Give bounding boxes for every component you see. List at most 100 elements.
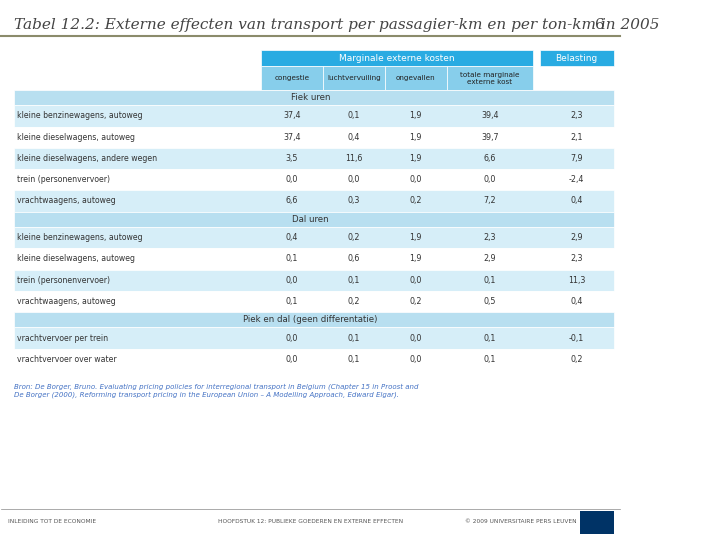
Text: 0,1: 0,1 <box>484 334 496 342</box>
Text: trein (personenvervoer): trein (personenvervoer) <box>17 175 110 184</box>
Text: 0,0: 0,0 <box>286 276 298 285</box>
Text: 0,1: 0,1 <box>286 254 298 264</box>
Text: 0,4: 0,4 <box>286 233 298 242</box>
Bar <box>14 191 613 212</box>
Text: 0,1: 0,1 <box>484 276 496 285</box>
Bar <box>14 126 613 148</box>
Bar <box>14 105 613 126</box>
Text: 0,1: 0,1 <box>348 276 360 285</box>
Text: 0,2: 0,2 <box>570 355 583 364</box>
Text: 1,9: 1,9 <box>410 154 422 163</box>
Bar <box>14 312 613 327</box>
Text: 0,1: 0,1 <box>484 355 496 364</box>
Text: 0,0: 0,0 <box>410 175 422 184</box>
Text: 0,0: 0,0 <box>286 355 298 364</box>
Text: congestie: congestie <box>274 75 310 81</box>
Text: 0,0: 0,0 <box>286 175 298 184</box>
Text: 0,4: 0,4 <box>570 297 582 306</box>
Text: Tabel 12.2: Externe effecten van transport per passagier-km en per ton-km in 200: Tabel 12.2: Externe effecten van transpo… <box>14 17 660 31</box>
Bar <box>14 291 613 312</box>
Text: 0,4: 0,4 <box>570 197 582 206</box>
Text: 2,9: 2,9 <box>484 254 496 264</box>
Bar <box>14 269 613 291</box>
Text: 37,4: 37,4 <box>284 133 301 141</box>
Text: kleine dieselwagens, autoweg: kleine dieselwagens, autoweg <box>17 133 135 141</box>
Text: 0,5: 0,5 <box>484 297 496 306</box>
Text: 0,0: 0,0 <box>410 355 422 364</box>
Text: vrachtvervoer per trein: vrachtvervoer per trein <box>17 334 108 342</box>
Bar <box>14 349 613 370</box>
Bar <box>14 227 613 248</box>
Text: trein (personenvervoer): trein (personenvervoer) <box>17 276 110 285</box>
Text: 2,3: 2,3 <box>570 254 583 264</box>
Text: vrachtvervoer over water: vrachtvervoer over water <box>17 355 117 364</box>
Bar <box>14 90 613 105</box>
Bar <box>539 50 613 66</box>
Text: 39,4: 39,4 <box>481 111 499 120</box>
Text: INLEIDING TOT DE ECONOMIE: INLEIDING TOT DE ECONOMIE <box>8 519 96 524</box>
Text: 3,5: 3,5 <box>286 154 298 163</box>
Text: kleine benzinewagens, autoweg: kleine benzinewagens, autoweg <box>17 111 143 120</box>
Text: 37,4: 37,4 <box>284 111 301 120</box>
Text: 0,6: 0,6 <box>348 254 360 264</box>
Bar <box>446 66 534 90</box>
Text: 11,3: 11,3 <box>568 276 585 285</box>
Text: 0,1: 0,1 <box>348 111 360 120</box>
Text: 2,3: 2,3 <box>570 111 583 120</box>
Text: Fiek uren: Fiek uren <box>291 93 330 102</box>
Text: totale marginale
externe kost: totale marginale externe kost <box>460 72 520 85</box>
Text: 0,1: 0,1 <box>286 297 298 306</box>
Text: -0,1: -0,1 <box>569 334 584 342</box>
Text: 1,9: 1,9 <box>410 133 422 141</box>
Bar <box>385 66 446 90</box>
Text: 0,0: 0,0 <box>286 334 298 342</box>
Bar <box>580 511 613 534</box>
Text: Belasting: Belasting <box>556 53 598 63</box>
Text: 0,1: 0,1 <box>348 334 360 342</box>
Text: 0,4: 0,4 <box>348 133 360 141</box>
Text: 1,9: 1,9 <box>410 254 422 264</box>
Bar <box>261 50 534 66</box>
Text: kleine benzinewagens, autoweg: kleine benzinewagens, autoweg <box>17 233 143 242</box>
Text: © 2009 UNIVERSITAIRE PERS LEUVEN: © 2009 UNIVERSITAIRE PERS LEUVEN <box>465 519 577 524</box>
Text: -2,4: -2,4 <box>569 175 585 184</box>
Text: 0,0: 0,0 <box>410 334 422 342</box>
Bar <box>14 212 613 227</box>
Text: 2,3: 2,3 <box>484 233 496 242</box>
Bar <box>14 327 613 349</box>
Text: 6,6: 6,6 <box>484 154 496 163</box>
Text: 6: 6 <box>595 17 605 31</box>
Text: kleine dieselwagens, andere wegen: kleine dieselwagens, andere wegen <box>17 154 157 163</box>
Text: 0,0: 0,0 <box>484 175 496 184</box>
Text: 1,9: 1,9 <box>410 111 422 120</box>
Text: vrachtwaagens, autoweg: vrachtwaagens, autoweg <box>17 297 116 306</box>
Text: Piek en dal (geen differentatie): Piek en dal (geen differentatie) <box>243 315 378 325</box>
Text: 2,9: 2,9 <box>570 233 583 242</box>
Text: 7,2: 7,2 <box>484 197 496 206</box>
Bar <box>14 248 613 269</box>
Text: Bron: De Borger, Bruno. Evaluating pricing policies for interregional transport : Bron: De Borger, Bruno. Evaluating prici… <box>14 383 418 397</box>
Bar <box>14 148 613 169</box>
Text: 0,1: 0,1 <box>348 355 360 364</box>
Text: ongevallen: ongevallen <box>396 75 436 81</box>
Bar <box>261 66 323 90</box>
Text: 0,2: 0,2 <box>348 297 360 306</box>
Text: Dal uren: Dal uren <box>292 215 329 224</box>
Text: 0,2: 0,2 <box>348 233 360 242</box>
Text: 39,7: 39,7 <box>481 133 499 141</box>
Text: 11,6: 11,6 <box>346 154 363 163</box>
Text: vrachtwaagens, autoweg: vrachtwaagens, autoweg <box>17 197 116 206</box>
Text: 1,9: 1,9 <box>410 233 422 242</box>
Text: 7,9: 7,9 <box>570 154 583 163</box>
Text: HOOFDSTUK 12: PUBLIEKE GOEDEREN EN EXTERNE EFFECTEN: HOOFDSTUK 12: PUBLIEKE GOEDEREN EN EXTER… <box>218 519 403 524</box>
Text: 0,3: 0,3 <box>348 197 360 206</box>
Bar <box>14 169 613 191</box>
Text: 0,0: 0,0 <box>348 175 360 184</box>
Text: 0,2: 0,2 <box>410 297 422 306</box>
Bar <box>323 66 385 90</box>
Text: 2,1: 2,1 <box>570 133 583 141</box>
Text: 0,0: 0,0 <box>410 276 422 285</box>
Text: 0,2: 0,2 <box>410 197 422 206</box>
Text: 6,6: 6,6 <box>286 197 298 206</box>
Text: luchtvervuiling: luchtvervuiling <box>327 75 381 81</box>
